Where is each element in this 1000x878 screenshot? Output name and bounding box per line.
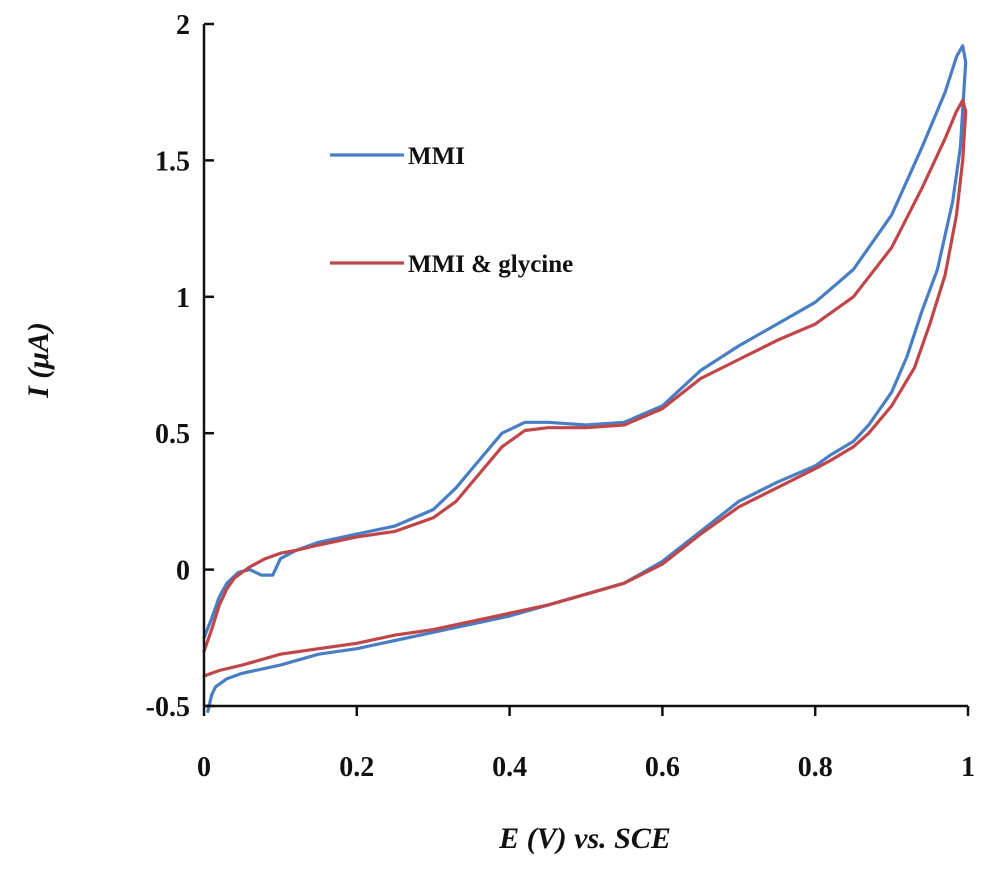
plot-lines	[202, 44, 968, 714]
legend-label: MMI & glycine	[408, 251, 573, 278]
y-tick-label: -0.5	[146, 692, 190, 723]
y-tick-label: 1.5	[155, 146, 190, 177]
legend-label: MMI	[408, 143, 465, 170]
y-tick-label: 2	[176, 10, 190, 41]
axes	[202, 24, 968, 708]
y-tick-label: 0.5	[155, 419, 190, 450]
x-tick-label: 0.6	[645, 752, 680, 783]
x-tick-label: 1	[961, 752, 975, 783]
x-axis-label: E (V) vs. SCE	[498, 822, 671, 855]
y-tick-label: 1	[176, 283, 190, 314]
series-line-mmi	[202, 44, 968, 714]
x-tick-label: 0.8	[798, 752, 833, 783]
y-axis-label: I (μA)	[22, 322, 55, 399]
y-ticks: -0.5 0 0.5 1 1.5 2	[146, 10, 214, 723]
legend: MMI MMI & glycine	[330, 143, 573, 278]
x-tick-label: 0.2	[339, 752, 374, 783]
x-tick-label: 0.4	[492, 752, 527, 783]
y-tick-label: 0	[176, 556, 190, 587]
series-line-mmi-glycine	[202, 98, 968, 678]
x-tick-label: 0	[197, 752, 211, 783]
x-ticks: 0 0.2 0.4 0.6 0.8 1	[197, 706, 975, 783]
